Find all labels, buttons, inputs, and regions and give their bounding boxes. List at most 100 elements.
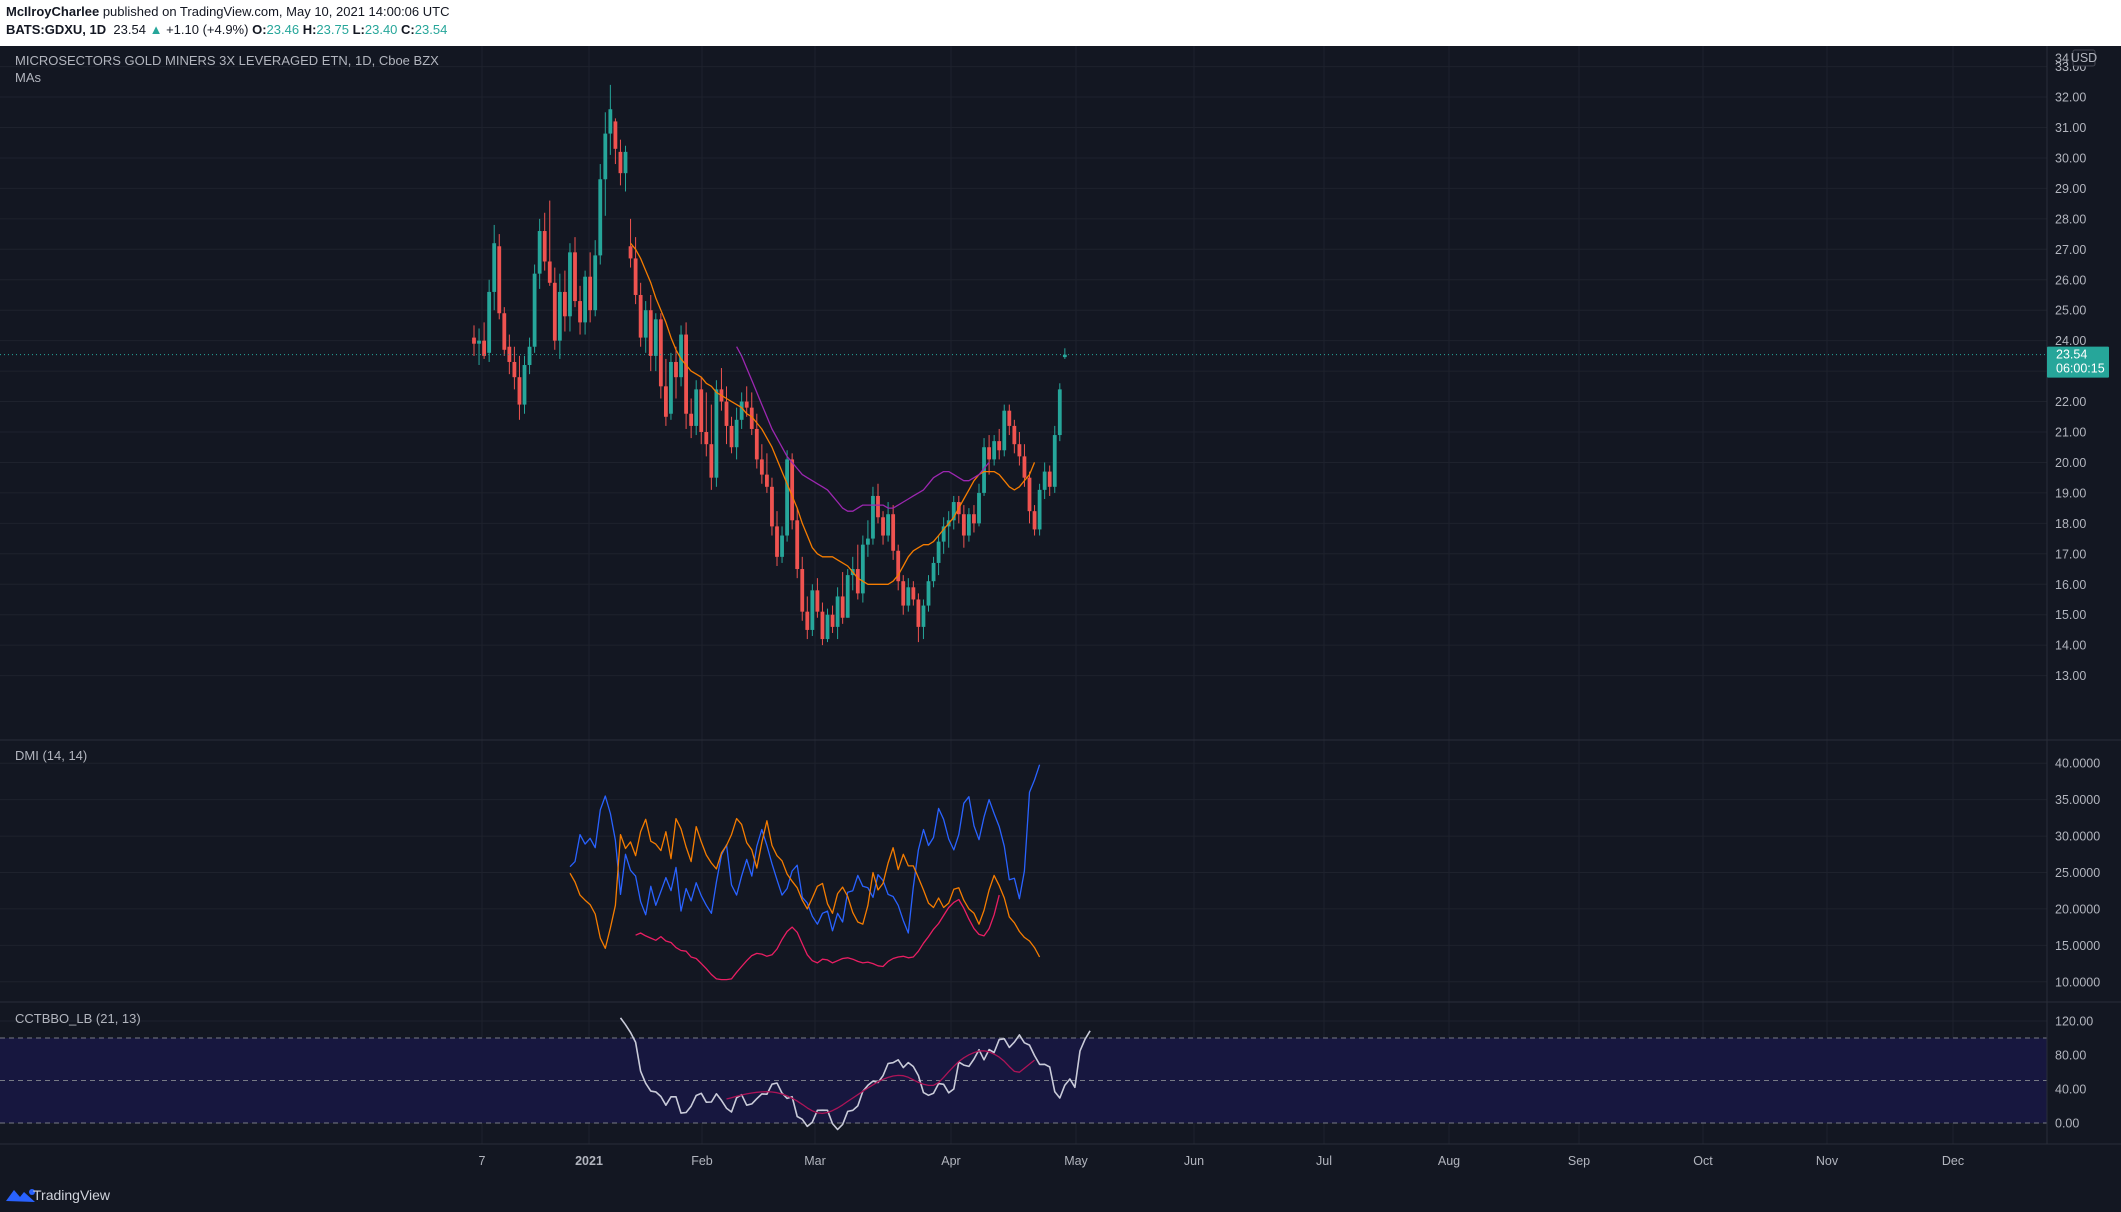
candle <box>987 435 991 475</box>
candle-body <box>911 587 916 600</box>
chart-canvas[interactable]: 13.00 14.00 15.00 16.00 17.00 18.00 19.00 20.00… <box>0 46 2121 1178</box>
candle-body <box>770 486 774 527</box>
candle-body <box>790 459 795 521</box>
candle <box>613 118 618 165</box>
candle-body <box>578 301 582 323</box>
candle-body <box>729 425 734 448</box>
candle-body <box>860 544 865 594</box>
candle <box>679 325 683 387</box>
candle <box>825 608 830 643</box>
candle-body <box>598 179 603 256</box>
candle-body <box>992 441 997 460</box>
candle <box>946 511 951 548</box>
candle-body <box>689 413 694 426</box>
value-tick-label: 26.00 <box>2055 273 2086 287</box>
candle-body <box>502 313 507 350</box>
candle-body <box>563 291 567 317</box>
candle-body <box>1037 489 1042 530</box>
candle <box>840 572 845 624</box>
candle-body <box>628 246 633 259</box>
candle <box>1017 432 1022 466</box>
candle-body <box>866 538 870 545</box>
candle <box>699 377 704 445</box>
candle-body <box>982 447 986 493</box>
last-price: 23.54 <box>113 22 146 37</box>
publish-line: McIlroyCharlee published on TradingView.… <box>6 4 449 19</box>
candle-body <box>931 562 936 582</box>
candle-body <box>754 428 759 460</box>
candle-body <box>658 319 663 387</box>
candle <box>820 602 825 646</box>
candle-body <box>800 569 805 612</box>
candle-body <box>1032 511 1037 530</box>
indicator-series-line <box>619 1017 1091 1131</box>
candle-body <box>608 109 613 134</box>
candlestick-series <box>472 84 1067 646</box>
candle <box>901 575 906 615</box>
time-tick-label: Feb <box>691 1154 713 1168</box>
candle-body <box>1022 456 1027 478</box>
candle-body <box>613 121 618 149</box>
candle <box>1052 425 1057 493</box>
candle <box>512 346 517 390</box>
candle-body <box>901 581 906 606</box>
candle-body <box>1047 471 1052 487</box>
value-tick-label: 24.00 <box>2055 334 2086 348</box>
dmi-pane-title[interactable]: DMI (14, 14) <box>15 748 87 763</box>
candle <box>588 252 593 323</box>
low-label: L: <box>352 22 365 37</box>
candle <box>961 505 966 548</box>
candle <box>936 535 941 576</box>
ma-indicator-label[interactable]: MAs <box>15 70 42 85</box>
time-tick-label: May <box>1064 1154 1088 1168</box>
close-value: 23.54 <box>414 22 448 37</box>
candle-body <box>512 361 517 378</box>
candle <box>714 380 719 487</box>
author-name[interactable]: McIlroyCharlee <box>6 4 100 19</box>
candle <box>967 508 971 542</box>
candle-body <box>891 514 896 551</box>
candle <box>800 556 805 621</box>
candle-body <box>840 596 845 618</box>
candle-body <box>492 243 497 292</box>
time-tick-label: 2021 <box>575 1154 603 1168</box>
candle <box>537 218 542 289</box>
candle <box>1012 419 1017 454</box>
candle-body <box>1052 435 1057 487</box>
candle-body <box>876 495 880 518</box>
footer-brand[interactable]: TradingView <box>33 1187 111 1203</box>
value-tick-label: 35.0000 <box>2055 793 2100 807</box>
candle <box>623 145 628 192</box>
candle-body <box>593 255 598 311</box>
candle <box>795 508 800 579</box>
value-tick-label: 19.00 <box>2055 486 2086 500</box>
time-tick-label: Mar <box>804 1154 826 1168</box>
candle <box>835 587 840 640</box>
candle-body <box>583 276 587 323</box>
candle-body <box>744 401 749 408</box>
candle <box>487 279 492 362</box>
open-value: 23.46 <box>266 22 300 37</box>
candle-body <box>1017 444 1022 457</box>
candle <box>527 337 532 375</box>
price-axis[interactable]: 13.00 14.00 15.00 16.00 17.00 18.00 19.00 20.00… <box>2055 52 2100 1131</box>
candle-body <box>679 334 683 378</box>
candle <box>765 453 769 493</box>
candle-body <box>961 514 966 536</box>
pane-frame <box>0 46 2121 1145</box>
candle-body <box>1062 354 1067 358</box>
candle <box>911 581 916 606</box>
grid-lines <box>0 46 2047 1144</box>
candle <box>472 325 476 356</box>
candle <box>603 112 608 216</box>
cct-pane-title[interactable]: CCTBBO_LB (21, 13) <box>15 1011 141 1026</box>
candle <box>573 237 577 308</box>
time-axis[interactable]: 7 2021 Feb Mar Apr May Jun Jul Aug Sep Oct Nov Dec <box>479 1154 1965 1168</box>
candle-body <box>765 474 769 487</box>
candle-body <box>825 614 830 640</box>
candle-body <box>977 492 981 524</box>
pane-labels: MICROSECTORS GOLD MINERS 3X LEVERAGED ET… <box>15 53 439 1026</box>
candle <box>704 392 709 457</box>
candle-body <box>643 310 648 338</box>
candle <box>931 556 936 588</box>
